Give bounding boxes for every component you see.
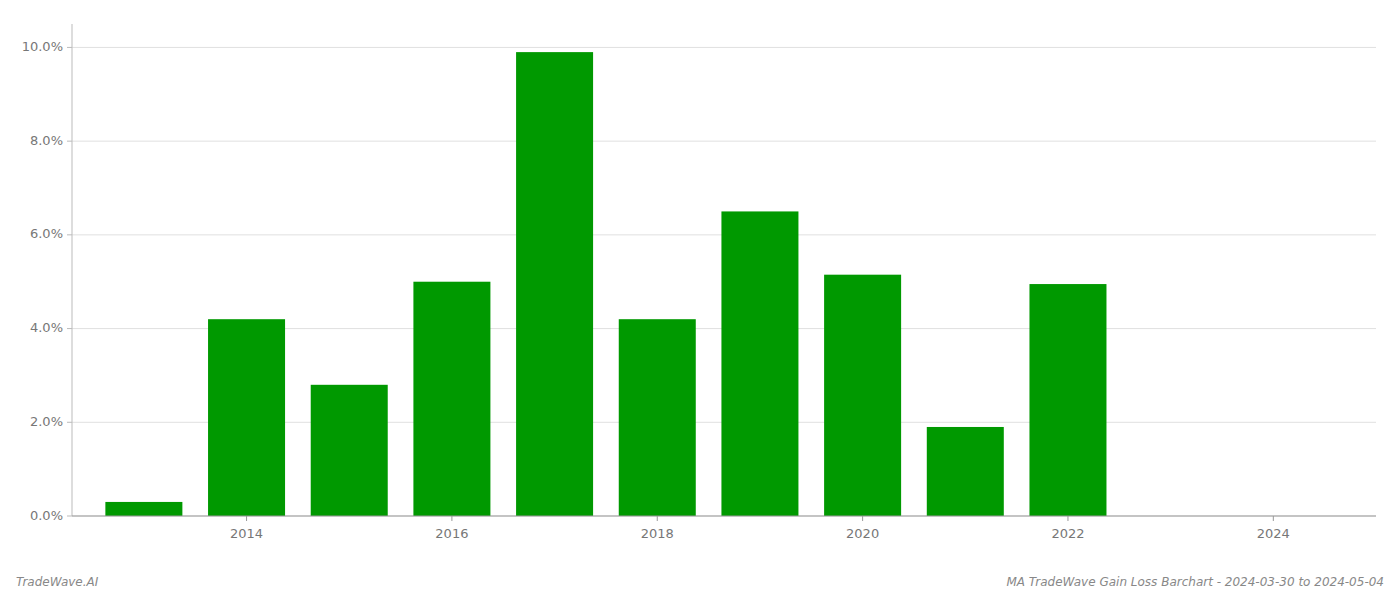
x-tick: [862, 516, 863, 521]
x-axis: 2014 2016 2018 2020 2022 2024: [72, 516, 1376, 541]
x-tick-label: 2016: [435, 526, 468, 541]
x-tick: [246, 516, 247, 521]
bar: [1029, 284, 1106, 516]
bar: [927, 427, 1004, 516]
y-tick: [67, 141, 72, 142]
y-tick-label: 4.0%: [30, 320, 63, 335]
bar: [516, 52, 593, 516]
footer-text: MA TradeWave Gain Loss Barchart - 2024-0…: [1006, 575, 1384, 589]
y-tick: [67, 234, 72, 235]
x-tick: [451, 516, 452, 521]
y-tick-label: 8.0%: [30, 133, 63, 148]
bar: [105, 502, 182, 516]
x-axis-line: [72, 516, 1376, 517]
x-tick: [657, 516, 658, 521]
bar: [721, 211, 798, 516]
y-tick: [67, 422, 72, 423]
y-tick: [67, 516, 72, 517]
y-axis-line: [72, 24, 73, 516]
y-tick-label: 2.0%: [30, 414, 63, 429]
footer-text: TradeWave.AI: [16, 575, 99, 589]
x-tick-label: 2020: [846, 526, 879, 541]
chart-container: 0.0% 2.0% 4.0% 6.0% 8.0% 10.0% 2014 2016 2018 202…: [0, 0, 1400, 600]
bar: [413, 282, 490, 516]
bars: [105, 52, 1106, 516]
x-tick: [1273, 516, 1274, 521]
x-tick: [1067, 516, 1068, 521]
y-tick-label: 0.0%: [30, 508, 63, 523]
x-tick-label: 2018: [641, 526, 674, 541]
y-tick: [67, 47, 72, 48]
y-axis: 0.0% 2.0% 4.0% 6.0% 8.0% 10.0%: [22, 24, 72, 523]
bar: [824, 275, 901, 516]
grid: [72, 47, 1376, 516]
grid-line: [72, 141, 1376, 142]
chart-svg: 0.0% 2.0% 4.0% 6.0% 8.0% 10.0% 2014 2016 2018 202…: [0, 0, 1400, 600]
grid-line: [72, 516, 1376, 517]
x-tick-label: 2024: [1257, 526, 1290, 541]
x-tick-label: 2014: [230, 526, 263, 541]
x-tick-label: 2022: [1051, 526, 1084, 541]
bar: [311, 385, 388, 516]
bar: [208, 319, 285, 516]
y-tick-label: 10.0%: [22, 39, 63, 54]
y-tick-label: 6.0%: [30, 226, 63, 241]
grid-line: [72, 47, 1376, 48]
footer: TradeWave.AI MA TradeWave Gain Loss Barch…: [16, 575, 1384, 589]
y-tick: [67, 328, 72, 329]
bar: [619, 319, 696, 516]
